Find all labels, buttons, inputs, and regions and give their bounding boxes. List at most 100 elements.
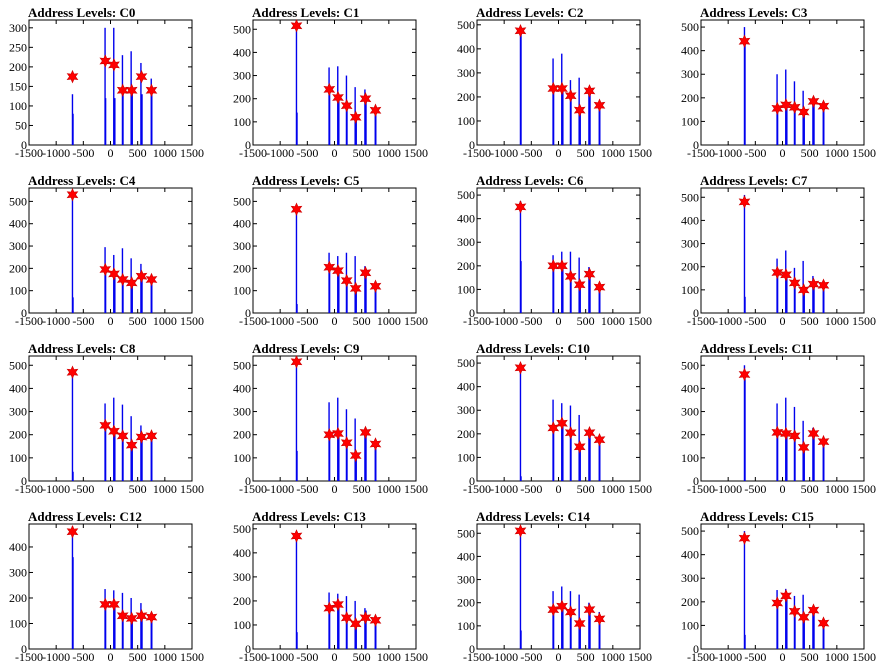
x-tick-label: 1000 [377,146,401,160]
y-tick-label: 400 [9,217,27,231]
axes-frame [700,19,865,146]
y-tick-label: 200 [681,428,699,442]
x-tick-label: -1000 [42,146,70,160]
y-tick-label: 100 [9,284,27,298]
panel-2: Address Levels: C20100200300400500-1500-… [457,5,652,160]
y-tick-label: 100 [457,114,475,128]
x-tick-label: 0 [780,314,786,328]
x-tick-label: -1000 [42,650,70,664]
panel-title: Address Levels: C14 [476,509,590,524]
peak-marker [788,429,801,443]
panel-0: Address Levels: C0 0 50 100 150 200 250 300 -150… [9,5,204,160]
panel-15: Address Levels: C15 0 100 200 300 400 500 -1500… [681,509,876,664]
y-tick-label: 500 [233,194,251,208]
peak-marker [323,82,336,97]
peak-marker [738,531,751,545]
x-tick-label: 1500 [180,482,204,496]
y-tick-label: 0 [469,474,475,488]
peak-marker [583,84,596,98]
x-tick-label: 0 [556,482,562,496]
y-tick-label: 400 [681,548,699,562]
peak-marker [817,616,830,630]
peak-marker [547,81,560,96]
panel-title: Address Levels: C2 [476,5,583,20]
x-tick-label: -1500 [687,482,715,496]
x-tick-label: 1000 [153,146,177,160]
y-tick-label: 100 [233,618,251,632]
peak-marker [738,34,751,48]
axes-frame [28,187,193,314]
y-tick-label: 250 [9,40,27,54]
x-tick-label: 1500 [404,146,428,160]
y-tick-label: 100 [681,283,699,297]
peak-marker [290,529,303,543]
y-tick-label: 300 [9,565,27,579]
peak-marker [807,94,820,109]
peak-marker [780,98,792,112]
peak-marker [807,277,820,291]
y-tick-label: 500 [681,20,699,34]
y-tick-label: 300 [681,67,699,81]
y-tick-label: 500 [681,524,699,538]
peak-marker [817,434,830,449]
panel-8: Address Levels: C80100200300400500-1500-… [9,341,204,496]
peak-marker [66,69,79,84]
x-tick-label: -1500 [239,146,267,160]
axes-frame [476,19,641,146]
y-tick-label: 500 [457,18,475,32]
x-tick-label: -500 [296,482,318,496]
x-tick-label: -1000 [266,650,294,664]
axes-frame [28,355,193,482]
y-tick-label: 300 [457,403,475,417]
y-tick-label: 0 [693,306,699,320]
y-tick-label: 0 [21,474,27,488]
y-tick-label: 500 [457,526,475,540]
x-tick-label: 1500 [852,650,876,664]
x-tick-label: -1500 [687,650,715,664]
x-tick-label: 1000 [377,314,401,328]
peak-marker [573,440,586,454]
y-tick-label: 500 [233,358,251,372]
y-tick-label: 300 [233,239,251,253]
peak-marker [359,611,372,625]
x-tick-label: 1000 [377,650,401,664]
x-tick-label: -1000 [266,482,294,496]
peak-marker [788,276,801,290]
peak-marker [290,19,303,33]
x-tick-label: 500 [577,314,595,328]
x-tick-label: 500 [129,650,147,664]
y-tick-label: 0 [469,306,475,320]
peak-marker [116,83,129,98]
x-tick-label: 500 [801,314,819,328]
x-tick-label: 0 [108,314,114,328]
peak-marker [817,99,830,113]
x-tick-label: 1000 [601,482,625,496]
x-tick-label: 0 [780,482,786,496]
y-tick-label: 400 [681,381,699,395]
y-tick-label: 200 [457,90,475,104]
peak-marker [108,267,120,281]
peak-marker [593,98,606,113]
y-tick-label: 50 [15,118,27,132]
y-tick-label: 100 [457,450,475,464]
peak-marker [323,601,336,615]
x-tick-label: 0 [780,146,786,160]
y-tick-label: 400 [457,380,475,394]
y-tick-label: 300 [233,69,251,83]
y-tick-label: 300 [9,21,27,35]
x-tick-label: 1500 [852,314,876,328]
y-tick-label: 200 [457,259,475,273]
x-tick-label: -1000 [490,314,518,328]
peak-marker [547,421,560,435]
y-tick-label: 300 [9,405,27,419]
x-tick-label: -500 [744,482,766,496]
peak-marker [323,260,336,274]
y-tick-label: 200 [457,427,475,441]
peak-marker [593,612,606,626]
x-tick-label: 1000 [377,482,401,496]
y-tick-label: 500 [681,358,699,372]
y-tick-label: 500 [233,22,251,36]
peak-marker [108,58,120,72]
peak-marker [116,609,129,623]
panel-title: Address Levels: C6 [476,173,584,188]
